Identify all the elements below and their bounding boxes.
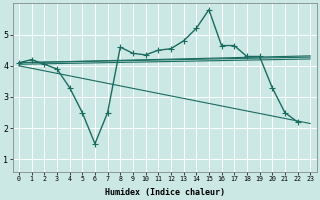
X-axis label: Humidex (Indice chaleur): Humidex (Indice chaleur) bbox=[105, 188, 225, 197]
